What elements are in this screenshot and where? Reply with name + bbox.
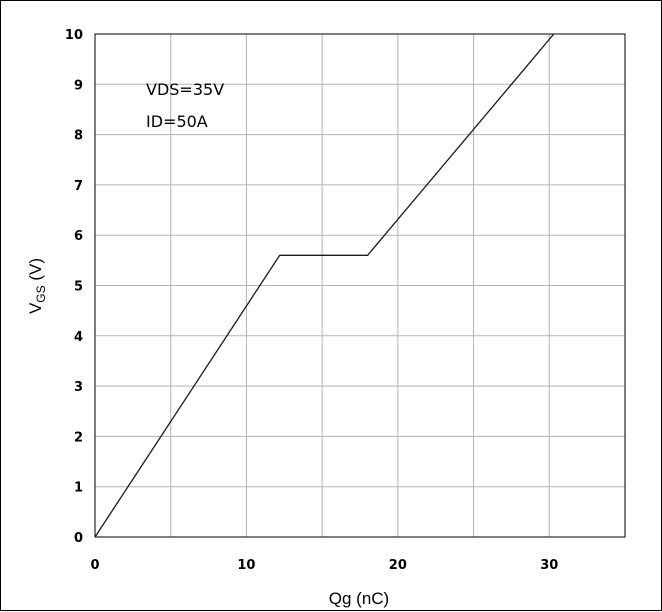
y-tick-label: 5 xyxy=(74,280,83,295)
y-axis-label-unit: (V) xyxy=(26,258,45,285)
y-axis-label-subscript: GS xyxy=(34,285,48,302)
y-axis-label-main: V xyxy=(26,302,45,314)
series-line xyxy=(94,33,555,538)
y-tick-label: 7 xyxy=(74,179,83,194)
x-tick-labels: 0 10 20 30 xyxy=(90,558,558,573)
y-tick-label: 6 xyxy=(74,229,83,244)
x-tick-label: 10 xyxy=(237,558,255,573)
grid xyxy=(94,33,626,538)
y-tick-label: 3 xyxy=(74,380,83,395)
y-tick-label: 1 xyxy=(74,481,83,496)
x-tick-label: 30 xyxy=(540,558,558,573)
y-axis-label: VGS (V) xyxy=(26,258,48,314)
y-tick-label: 2 xyxy=(74,430,83,445)
y-tick-label: 0 xyxy=(74,531,83,546)
y-tick-label: 9 xyxy=(74,78,83,93)
y-tick-label: 4 xyxy=(74,330,83,345)
x-axis-label: Qg (nC) xyxy=(329,589,389,608)
x-tick-label: 20 xyxy=(389,558,407,573)
series-layer xyxy=(94,33,555,538)
y-tick-label: 10 xyxy=(65,28,83,43)
annotation-id: ID=50A xyxy=(146,112,208,131)
x-tick-label: 0 xyxy=(90,558,99,573)
annotation-vds: VDS=35V xyxy=(146,80,224,99)
y-tick-label: 8 xyxy=(74,129,83,144)
plot-area xyxy=(94,33,626,538)
y-tick-labels: 0 1 2 3 4 5 6 7 8 9 10 xyxy=(65,28,83,546)
